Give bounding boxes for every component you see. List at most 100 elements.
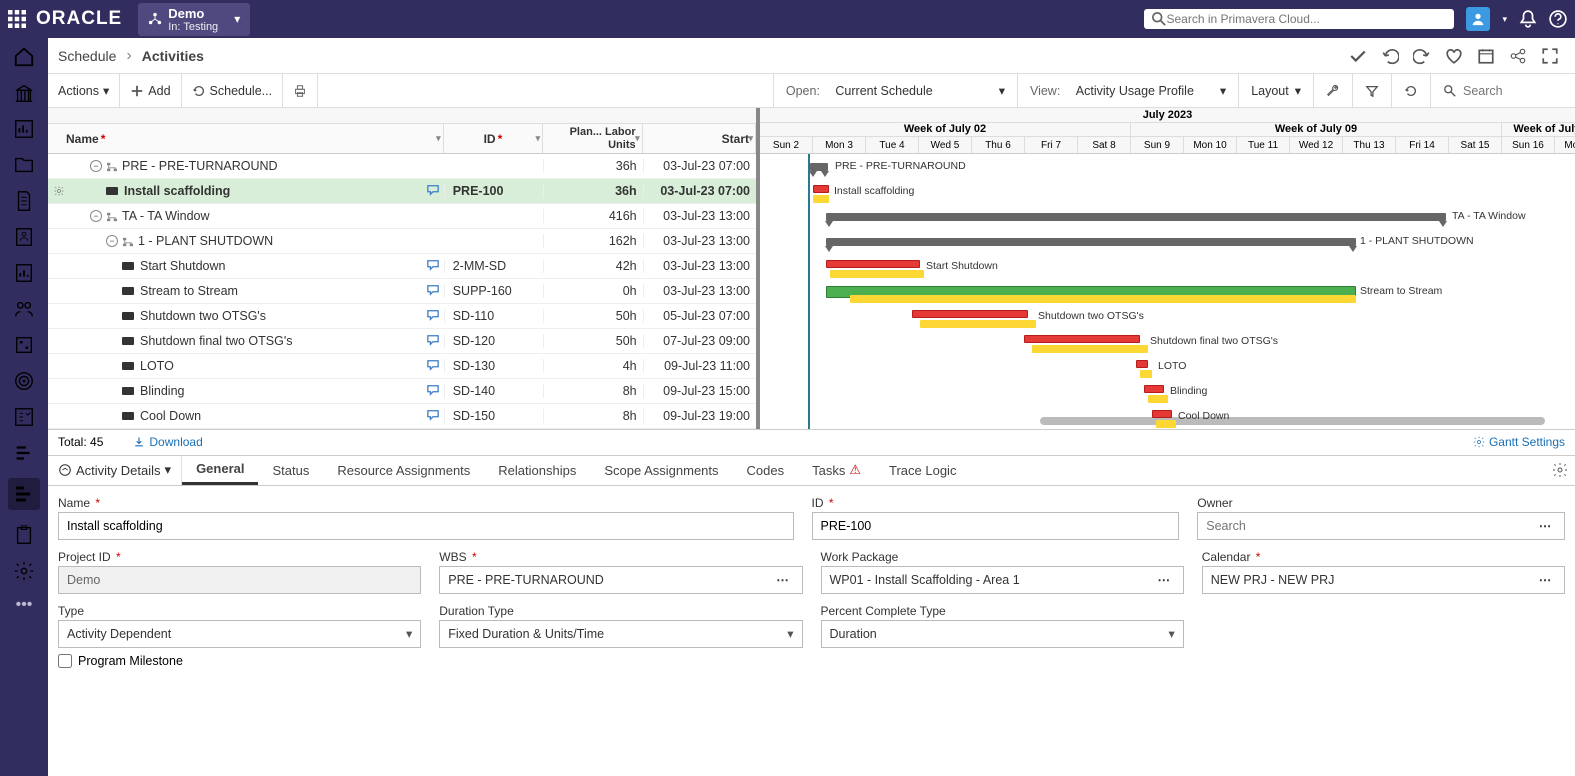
open-dropdown[interactable]: Open: Current Schedule▾ (773, 74, 1017, 107)
gantt-bar[interactable] (1136, 360, 1148, 368)
nav-portfolio-icon[interactable] (13, 82, 35, 104)
nav-risk-icon[interactable] (13, 334, 35, 356)
comment-icon[interactable] (426, 409, 440, 424)
tab-scope-assignments[interactable]: Scope Assignments (590, 456, 732, 485)
gantt-bar[interactable] (1032, 345, 1148, 353)
wrench-button[interactable] (1313, 74, 1352, 107)
comment-icon[interactable] (426, 309, 440, 324)
nav-clipboard-icon[interactable] (13, 524, 35, 546)
toolbar-search[interactable] (1430, 74, 1575, 107)
gantt-bar[interactable] (813, 185, 829, 193)
wbs-field[interactable]: PRE - PRE-TURNAROUND⋯ (439, 566, 802, 594)
tab-general[interactable]: General (182, 456, 258, 485)
app-grid-icon[interactable] (8, 10, 26, 28)
table-row[interactable]: LOTOSD-1304h09-Jul-23 11:00 (48, 354, 756, 379)
nav-target-icon[interactable] (13, 370, 35, 392)
undo-icon[interactable] (1381, 47, 1399, 65)
table-row[interactable]: Shutdown final two OTSG'sSD-12050h07-Jul… (48, 329, 756, 354)
gantt-bar[interactable] (912, 310, 1028, 318)
print-button[interactable] (283, 74, 318, 107)
tab-tasks[interactable]: Tasks⚠ (798, 456, 875, 485)
fullscreen-icon[interactable] (1541, 47, 1559, 65)
download-link[interactable]: Download (133, 435, 202, 449)
nav-contacts-icon[interactable] (13, 226, 35, 248)
nav-schedule-icon[interactable] (8, 478, 40, 510)
redo-icon[interactable] (1413, 47, 1431, 65)
comment-icon[interactable] (426, 359, 440, 374)
percent-complete-dropdown[interactable]: Duration (821, 620, 1184, 648)
comment-icon[interactable] (426, 284, 440, 299)
expander-icon[interactable]: − (90, 210, 102, 222)
nav-settings-icon[interactable] (13, 560, 35, 582)
project-selector[interactable]: Demo In: Testing ▾ (138, 3, 250, 36)
table-row[interactable]: Shutdown two OTSG'sSD-11050h05-Jul-23 07… (48, 304, 756, 329)
tab-resource-assignments[interactable]: Resource Assignments (323, 456, 484, 485)
details-toggle[interactable]: Activity Details ▾ (48, 456, 182, 485)
work-package-picker-icon[interactable]: ⋯ (1153, 572, 1175, 587)
gantt-bar[interactable] (826, 260, 920, 268)
table-row[interactable]: −PRE - PRE-TURNAROUND36h03-Jul-23 07:00 (48, 154, 756, 179)
comment-icon[interactable] (426, 334, 440, 349)
table-row[interactable]: Cool DownSD-1508h09-Jul-23 19:00 (48, 404, 756, 429)
gantt-bar[interactable] (1024, 335, 1140, 343)
gantt-bar[interactable] (826, 213, 1446, 221)
global-search-input[interactable] (1166, 12, 1446, 26)
table-row[interactable]: Stream to StreamSUPP-1600h03-Jul-23 13:0… (48, 279, 756, 304)
table-row[interactable]: BlindingSD-1408h09-Jul-23 15:00 (48, 379, 756, 404)
gantt-settings-link[interactable]: Gantt Settings (1473, 435, 1565, 449)
expander-icon[interactable]: − (90, 160, 102, 172)
gantt-bar[interactable] (826, 238, 1356, 246)
help-icon[interactable] (1549, 10, 1567, 28)
notifications-icon[interactable] (1519, 10, 1537, 28)
heart-icon[interactable] (1445, 47, 1463, 65)
comment-icon[interactable] (426, 259, 440, 274)
tab-trace-logic[interactable]: Trace Logic (875, 456, 970, 485)
view-dropdown[interactable]: View: Activity Usage Profile▾ (1017, 74, 1238, 107)
duration-type-dropdown[interactable]: Fixed Duration & Units/Time (439, 620, 802, 648)
gantt-bar[interactable] (850, 295, 1356, 303)
actions-menu[interactable]: Actions ▾ (48, 74, 120, 107)
gantt-bar[interactable] (810, 163, 828, 171)
filter-button[interactable] (1352, 74, 1391, 107)
refresh-button[interactable] (1391, 74, 1430, 107)
breadcrumb-parent[interactable]: Schedule (58, 48, 116, 64)
schedule-button[interactable]: Schedule... (182, 74, 284, 107)
tab-codes[interactable]: Codes (733, 456, 799, 485)
gantt-bar[interactable] (1152, 410, 1172, 418)
column-header-id[interactable]: ID*▾ (444, 124, 543, 153)
comment-icon[interactable] (426, 184, 440, 199)
wbs-picker-icon[interactable]: ⋯ (772, 572, 794, 587)
nav-home-icon[interactable] (13, 46, 35, 68)
nav-reports-icon[interactable] (13, 262, 35, 284)
expander-icon[interactable]: − (106, 235, 118, 247)
calendar-picker-icon[interactable]: ⋯ (1534, 572, 1556, 587)
calendar-field[interactable]: NEW PRJ - NEW PRJ⋯ (1202, 566, 1565, 594)
nav-timeline-icon[interactable] (13, 442, 35, 464)
nav-tasks-icon[interactable] (13, 406, 35, 428)
gantt-bar[interactable] (813, 195, 829, 203)
owner-picker-icon[interactable]: ⋯ (1534, 518, 1556, 533)
comment-icon[interactable] (426, 384, 440, 399)
nav-dashboard-icon[interactable] (13, 118, 35, 140)
table-row[interactable]: Start Shutdown2-MM-SD42h03-Jul-23 13:00 (48, 254, 756, 279)
type-dropdown[interactable]: Activity Dependent (58, 620, 421, 648)
gantt-bar[interactable] (830, 270, 924, 278)
gantt-bar[interactable] (1156, 420, 1176, 428)
share-icon[interactable] (1509, 47, 1527, 65)
name-field[interactable] (58, 512, 794, 540)
user-menu[interactable] (1466, 7, 1490, 31)
nav-more-icon[interactable]: ••• (16, 596, 33, 614)
column-header-name[interactable]: Name*▾ (48, 124, 444, 153)
column-header-units[interactable]: Plan... Labor Units▾ (543, 124, 642, 153)
owner-field[interactable]: ⋯ (1197, 512, 1565, 540)
table-row[interactable]: Install scaffoldingPRE-10036h03-Jul-23 0… (48, 179, 756, 204)
program-milestone-checkbox[interactable]: Program Milestone (58, 654, 421, 668)
details-settings-icon[interactable] (1545, 456, 1575, 485)
layout-dropdown[interactable]: Layout ▾ (1238, 74, 1313, 107)
gantt-bar[interactable] (1144, 385, 1164, 393)
column-header-start[interactable]: Start▾ (643, 124, 756, 153)
work-package-field[interactable]: WP01 - Install Scaffolding - Area 1⋯ (821, 566, 1184, 594)
gantt-bar[interactable] (1140, 370, 1152, 378)
nav-document-icon[interactable] (13, 190, 35, 212)
tab-relationships[interactable]: Relationships (484, 456, 590, 485)
